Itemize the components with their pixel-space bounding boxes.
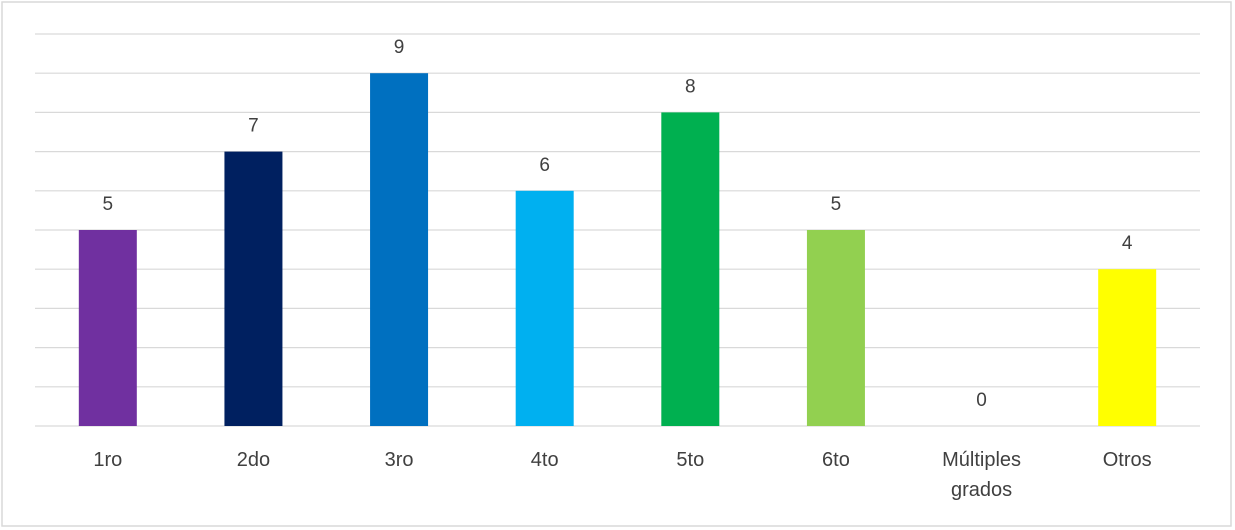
value-label: 5 bbox=[831, 194, 842, 215]
x-tick-label: 6to bbox=[822, 449, 850, 471]
bar bbox=[661, 112, 720, 427]
x-tick-label: 2do bbox=[236, 449, 271, 471]
x-tick-label: 1ro bbox=[93, 449, 123, 471]
value-label: 4 bbox=[1122, 233, 1133, 254]
bar bbox=[224, 151, 283, 426]
x-tick-label: 4to bbox=[530, 449, 559, 471]
x-tick-label: Otros bbox=[1102, 449, 1152, 471]
bar bbox=[370, 73, 429, 426]
value-label: 9 bbox=[394, 37, 405, 58]
x-tick-label: 5to bbox=[676, 449, 705, 471]
bar bbox=[806, 230, 865, 426]
value-label: 8 bbox=[685, 76, 696, 97]
bar bbox=[1098, 269, 1157, 426]
x-tick-label: Múltiples grados bbox=[942, 449, 1022, 501]
value-label: 6 bbox=[539, 155, 550, 176]
bar bbox=[515, 190, 574, 426]
value-label: 0 bbox=[976, 390, 987, 411]
x-tick-label: 3ro bbox=[384, 449, 414, 471]
bar bbox=[78, 230, 137, 426]
value-label: 7 bbox=[248, 116, 259, 137]
value-label: 5 bbox=[103, 194, 114, 215]
